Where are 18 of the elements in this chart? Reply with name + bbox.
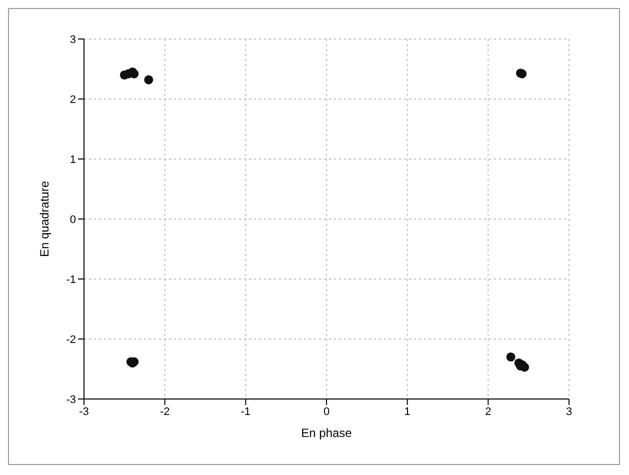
x-tick-label: 3	[566, 406, 572, 418]
y-tick-label: 3	[70, 34, 76, 46]
y-tick-label: 0	[70, 214, 76, 226]
y-tick-label: 1	[70, 154, 76, 166]
point	[506, 352, 516, 362]
y-axis-title: En quadrature	[37, 180, 52, 258]
x-tick-label: 0	[323, 406, 330, 418]
y-tick-label: -1	[66, 274, 76, 286]
y-tick-label: 2	[70, 94, 76, 106]
x-tick-label: -3	[79, 406, 89, 418]
y-tick-label: -2	[66, 334, 76, 346]
x-tick-label: -2	[160, 406, 170, 418]
x-axis-title: En phase	[301, 426, 352, 440]
y-tick-label: -3	[66, 394, 76, 406]
x-tick-label: 2	[485, 406, 492, 418]
point	[144, 75, 154, 84]
x-tick-label: 1	[404, 406, 410, 418]
x-tick-label: -1	[240, 406, 251, 418]
